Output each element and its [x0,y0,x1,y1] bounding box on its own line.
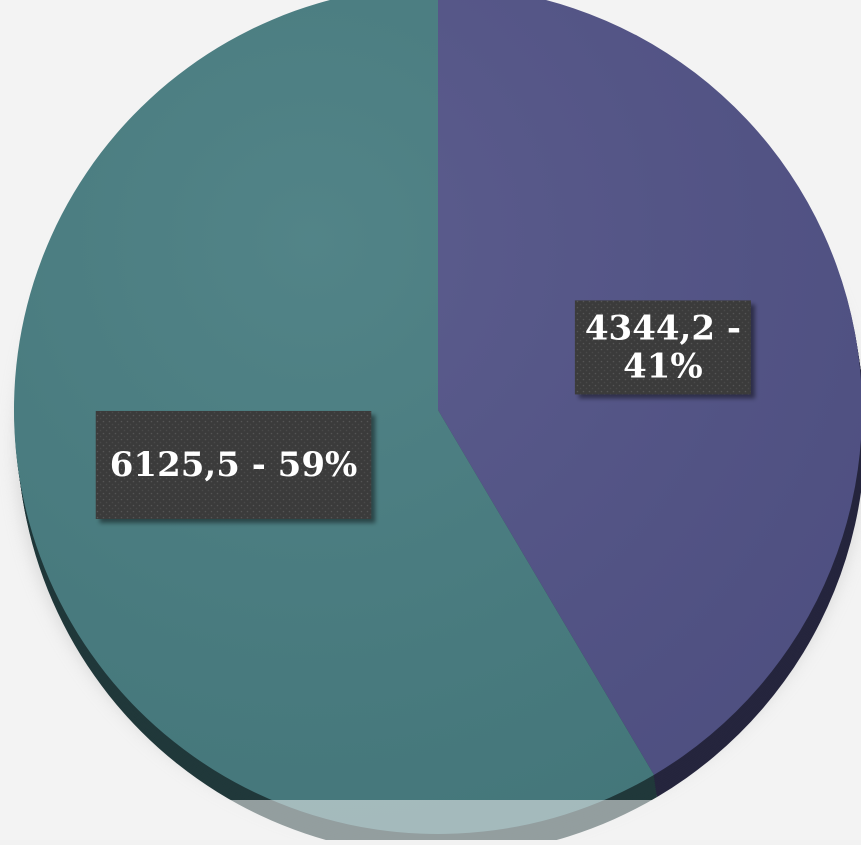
data-label: 6125,5 - 59% [96,411,372,519]
data-label: 4344,2 -41% [575,300,751,394]
floor-fade [0,800,861,840]
data-label-text: 6125,5 - 59% [110,445,358,485]
